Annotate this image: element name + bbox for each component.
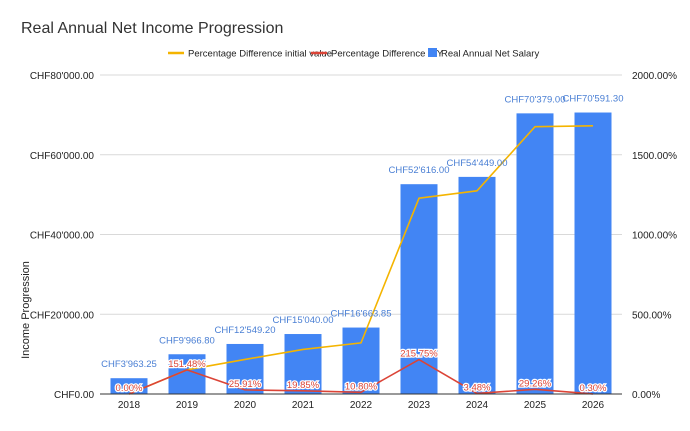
x-tick-label: 2023 [408,400,431,411]
legend-swatch-bar [428,48,437,57]
yoy-data-label: 0.00% [116,383,143,394]
y-left-tick-label: CHF40'000.00 [30,231,95,242]
bar-value-label: CHF52'616.00 [389,165,450,176]
bar [516,113,554,394]
y-axis-title: Income Progression [20,261,32,359]
x-tick-label: 2026 [582,400,605,411]
bar-value-label: CHF70'379.00 [505,94,566,105]
bar-value-label: CHF12'549.20 [215,325,276,336]
bar [284,334,322,394]
yoy-data-label: 29.26% [519,378,552,389]
y-left-tick-label: CHF0.00 [54,390,94,401]
bar [574,112,612,395]
lines-layer [128,125,594,395]
y-right-tick-label: 0.00% [632,390,660,401]
bar [458,176,496,394]
x-tick-label: 2019 [176,400,199,411]
chart-title: Real Annual Net Income Progression [21,20,283,37]
line-percentage-difference-initial [128,125,594,395]
bar-value-label: CHF16'663.85 [331,309,392,320]
bar-value-label: CHF15'040.00 [273,315,334,326]
legend-item-label: Real Annual Net Salary [441,49,539,60]
y-right-tick-label: 2000.00% [632,71,677,82]
y-left-tick-label: CHF20'000.00 [30,310,95,321]
yoy-data-label: 25.91% [229,379,262,390]
x-tick-label: 2021 [292,400,315,411]
bar-value-label: CHF70'591.30 [563,94,624,105]
bar [342,327,380,394]
x-tick-label: 2022 [350,400,373,411]
y-right-tick-label: 1000.00% [632,231,677,242]
legend-item-label: Percentage Difference initial value [188,49,332,60]
labels-layer: CHF3'963.25 CHF9'966.80CHF12'549.20CHF15'… [101,94,624,396]
yoy-data-label: 151.48% [168,359,206,370]
yoy-data-label: 0.30% [580,383,607,394]
bar [400,184,438,394]
x-tick-label: 2018 [118,400,141,411]
x-tick-label: 2020 [234,400,257,411]
yoy-data-label: 215.75% [400,349,438,360]
y-left-tick-label: CHF80'000.00 [30,71,95,82]
line-percentage-difference-yoy [128,358,594,395]
yoy-data-label: 3.48% [464,382,491,393]
bar-value-label: CHF9'966.80 [159,335,215,346]
legend-item-label: Percentage Difference Y/Y [331,49,444,60]
y-left-tick-label: CHF60'000.00 [30,151,95,162]
y-right-tick-label: 1500.00% [632,151,677,162]
y-right-tick-label: 500.00% [632,310,672,321]
yoy-data-label: 10.80% [345,381,378,392]
axes-layer: CHF0.00 CHF20'000.00 CHF40'000.00 CHF60'000… [30,71,677,411]
bar-value-label: CHF54'449.00 [447,158,508,169]
bar-value-label: CHF3'963.25 [101,359,157,370]
yoy-data-label: 19.85% [287,380,320,391]
x-tick-label: 2024 [466,400,489,411]
legend: Percentage Difference initial value Perce… [168,48,539,60]
x-tick-label: 2025 [524,400,547,411]
